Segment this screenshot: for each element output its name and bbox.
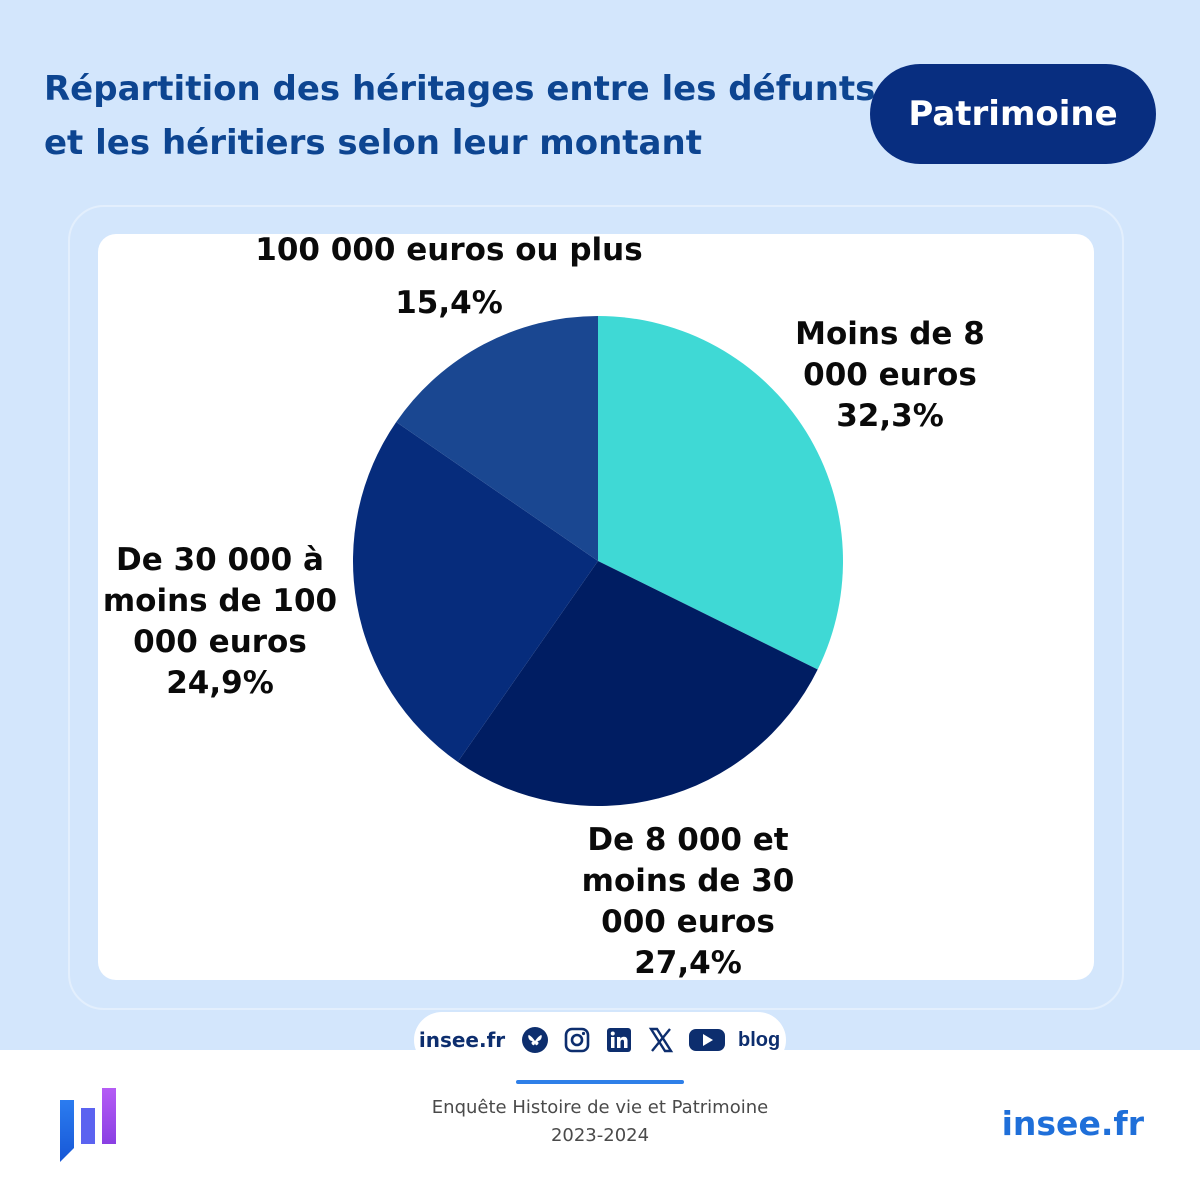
slice-label-text: De 8 000 et moins de 30 000 euros bbox=[581, 822, 795, 940]
chart-title: Répartition des héritages entre les défu… bbox=[44, 69, 876, 163]
insee-logo-icon bbox=[58, 1086, 128, 1170]
slice-label-text: 100 000 euros ou plus bbox=[255, 232, 643, 268]
source-note: Enquête Histoire de vie et Patrimoine 20… bbox=[340, 1094, 860, 1150]
pie-slice-4 bbox=[396, 316, 598, 561]
site-link[interactable]: insee.fr bbox=[418, 1028, 506, 1052]
youtube-icon[interactable] bbox=[687, 1024, 727, 1056]
pie-slice-1 bbox=[598, 316, 844, 670]
pie-slice-2 bbox=[457, 561, 818, 807]
brand-link[interactable]: insee.fr bbox=[1001, 1104, 1144, 1143]
slice-label-8000-30000: De 8 000 et moins de 30 000 euros 27,4% bbox=[572, 820, 804, 984]
slice-label-value: 27,4% bbox=[634, 945, 742, 981]
slice-label-text: De 30 000 à moins de 100 000 euros bbox=[102, 542, 338, 660]
blog-icon[interactable]: blog bbox=[738, 1028, 781, 1051]
slice-label-value: 24,9% bbox=[166, 665, 274, 701]
x-icon[interactable] bbox=[645, 1024, 677, 1056]
slice-label-moins-8000: Moins de 8 000 euros 32,3% bbox=[775, 314, 1005, 437]
footer-divider bbox=[516, 1080, 684, 1084]
linkedin-icon[interactable] bbox=[603, 1024, 635, 1056]
slice-label-value: 32,3% bbox=[836, 398, 944, 434]
source-line-1: Enquête Histoire de vie et Patrimoine bbox=[431, 1097, 769, 1118]
card-outline bbox=[68, 205, 1124, 1010]
slice-label-30000-100000: De 30 000 à moins de 100 000 euros 24,9% bbox=[100, 540, 340, 704]
category-badge: Patrimoine bbox=[870, 64, 1156, 164]
social-bar: insee.fr blog bbox=[414, 1012, 786, 1068]
instagram-icon[interactable] bbox=[561, 1024, 593, 1056]
footer bbox=[0, 1050, 1200, 1200]
bluesky-icon[interactable] bbox=[519, 1024, 551, 1056]
pie-slice-3 bbox=[352, 422, 598, 762]
source-line-2: 2023-2024 bbox=[550, 1125, 650, 1146]
slice-label-100000-plus: 100 000 euros ou plus 15,4% bbox=[249, 230, 649, 324]
slice-label-text: Moins de 8 000 euros bbox=[795, 316, 985, 393]
slice-label-value: 15,4% bbox=[395, 285, 503, 321]
